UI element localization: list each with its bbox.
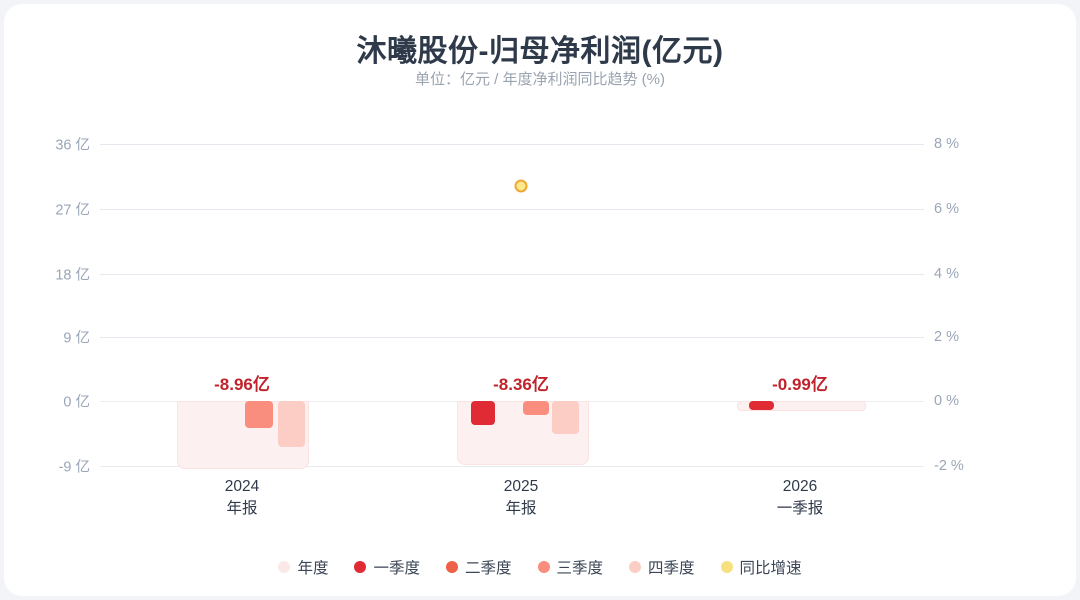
legend-item-q2[interactable]: 二季度	[445, 556, 512, 578]
y-axis-right: 8 % 6 % 4 % 2 % 0 % -2 %	[934, 136, 1008, 474]
x-axis-label-2025: 2025 年报	[504, 476, 538, 521]
legend-dot-icon	[278, 561, 291, 573]
y-axis-right-tick: 4 %	[934, 266, 959, 282]
gridline	[100, 144, 924, 145]
data-label-2026: -0.99亿	[772, 375, 828, 394]
bar-q4-2025[interactable]	[552, 401, 579, 434]
y-axis-right-tick: 6 %	[934, 201, 959, 217]
legend-item-annual[interactable]: 年度	[278, 556, 328, 578]
legend-item-label: 三季度	[556, 560, 604, 577]
chart-subtitle: 单位：亿元 / 年度净利润同比趋势 (%)	[415, 71, 665, 88]
x-axis-label-line2: 一季报	[776, 500, 824, 518]
bar-annual-2026[interactable]	[737, 401, 866, 411]
legend-item-yoy-growth[interactable]: 同比增速	[720, 556, 802, 578]
x-axis-label-2024: 2024 年报	[225, 476, 259, 521]
legend-item-q4[interactable]: 四季度	[629, 556, 695, 578]
y-axis-left-tick: 9 亿	[63, 330, 90, 347]
plot-area: -8.96亿 -8.36亿 -0.99亿	[100, 140, 924, 470]
gridline-baseline	[100, 466, 924, 467]
x-axis-label-line1: 2024	[224, 478, 260, 495]
legend-item-label: 一季度	[373, 560, 420, 577]
legend-item-label: 年度	[297, 560, 329, 577]
chart-card: 沐曦股份-归母净利润(亿元) 单位：亿元 / 年度净利润同比趋势 (%) 36 …	[4, 4, 1076, 596]
legend-item-label: 四季度	[648, 560, 695, 577]
legend-dot-icon	[537, 561, 550, 573]
page-title: 沐曦股份-归母净利润(亿元)	[356, 35, 724, 68]
bar-q3-2024[interactable]	[245, 401, 273, 428]
bar-q1-2026[interactable]	[749, 401, 774, 410]
legend-item-label: 二季度	[464, 560, 512, 577]
x-axis-label-line1: 2026	[782, 478, 818, 495]
bar-q4-2024[interactable]	[278, 401, 305, 447]
data-label-2025: -8.36亿	[493, 375, 549, 394]
legend-item-label: 同比增速	[739, 560, 802, 577]
yoy-growth-marker-2025[interactable]	[514, 179, 528, 193]
legend-dot-icon	[445, 561, 458, 573]
y-axis-left-tick: -9 亿	[58, 459, 90, 476]
y-axis-right-tick: 0 %	[934, 393, 959, 409]
chart-legend: 年度 一季度 二季度 三季度 四季度 同比增速	[4, 556, 1076, 578]
legend-dot-icon	[354, 561, 367, 573]
gridline	[100, 274, 924, 275]
data-label-2024: -8.96亿	[214, 375, 270, 394]
legend-item-q3[interactable]: 三季度	[537, 556, 604, 578]
y-axis-left: 36 亿 27 亿 18 亿 9 亿 0 亿 -9 亿	[16, 138, 90, 476]
bar-q3-2025[interactable]	[523, 401, 549, 415]
legend-dot-icon	[720, 561, 733, 573]
x-axis-label-2026: 2026 一季报	[777, 476, 824, 521]
x-axis-label-line2: 年报	[505, 500, 537, 518]
y-axis-right-tick: 8 %	[934, 136, 959, 152]
x-axis-label-line1: 2025	[503, 478, 539, 495]
y-axis-left-tick: 36 亿	[55, 137, 90, 154]
x-axis-label-line2: 年报	[226, 500, 258, 518]
y-axis-right-tick: -2 %	[934, 458, 964, 474]
y-axis-left-tick: 0 亿	[63, 394, 90, 411]
y-axis-left-tick: 27 亿	[55, 202, 90, 219]
y-axis-left-tick: 18 亿	[55, 267, 90, 284]
legend-dot-icon	[629, 561, 642, 573]
bar-q1-2025[interactable]	[471, 401, 495, 425]
gridline	[100, 209, 924, 210]
gridline	[100, 337, 924, 338]
y-axis-right-tick: 2 %	[934, 329, 959, 345]
legend-item-q1[interactable]: 一季度	[354, 556, 420, 578]
